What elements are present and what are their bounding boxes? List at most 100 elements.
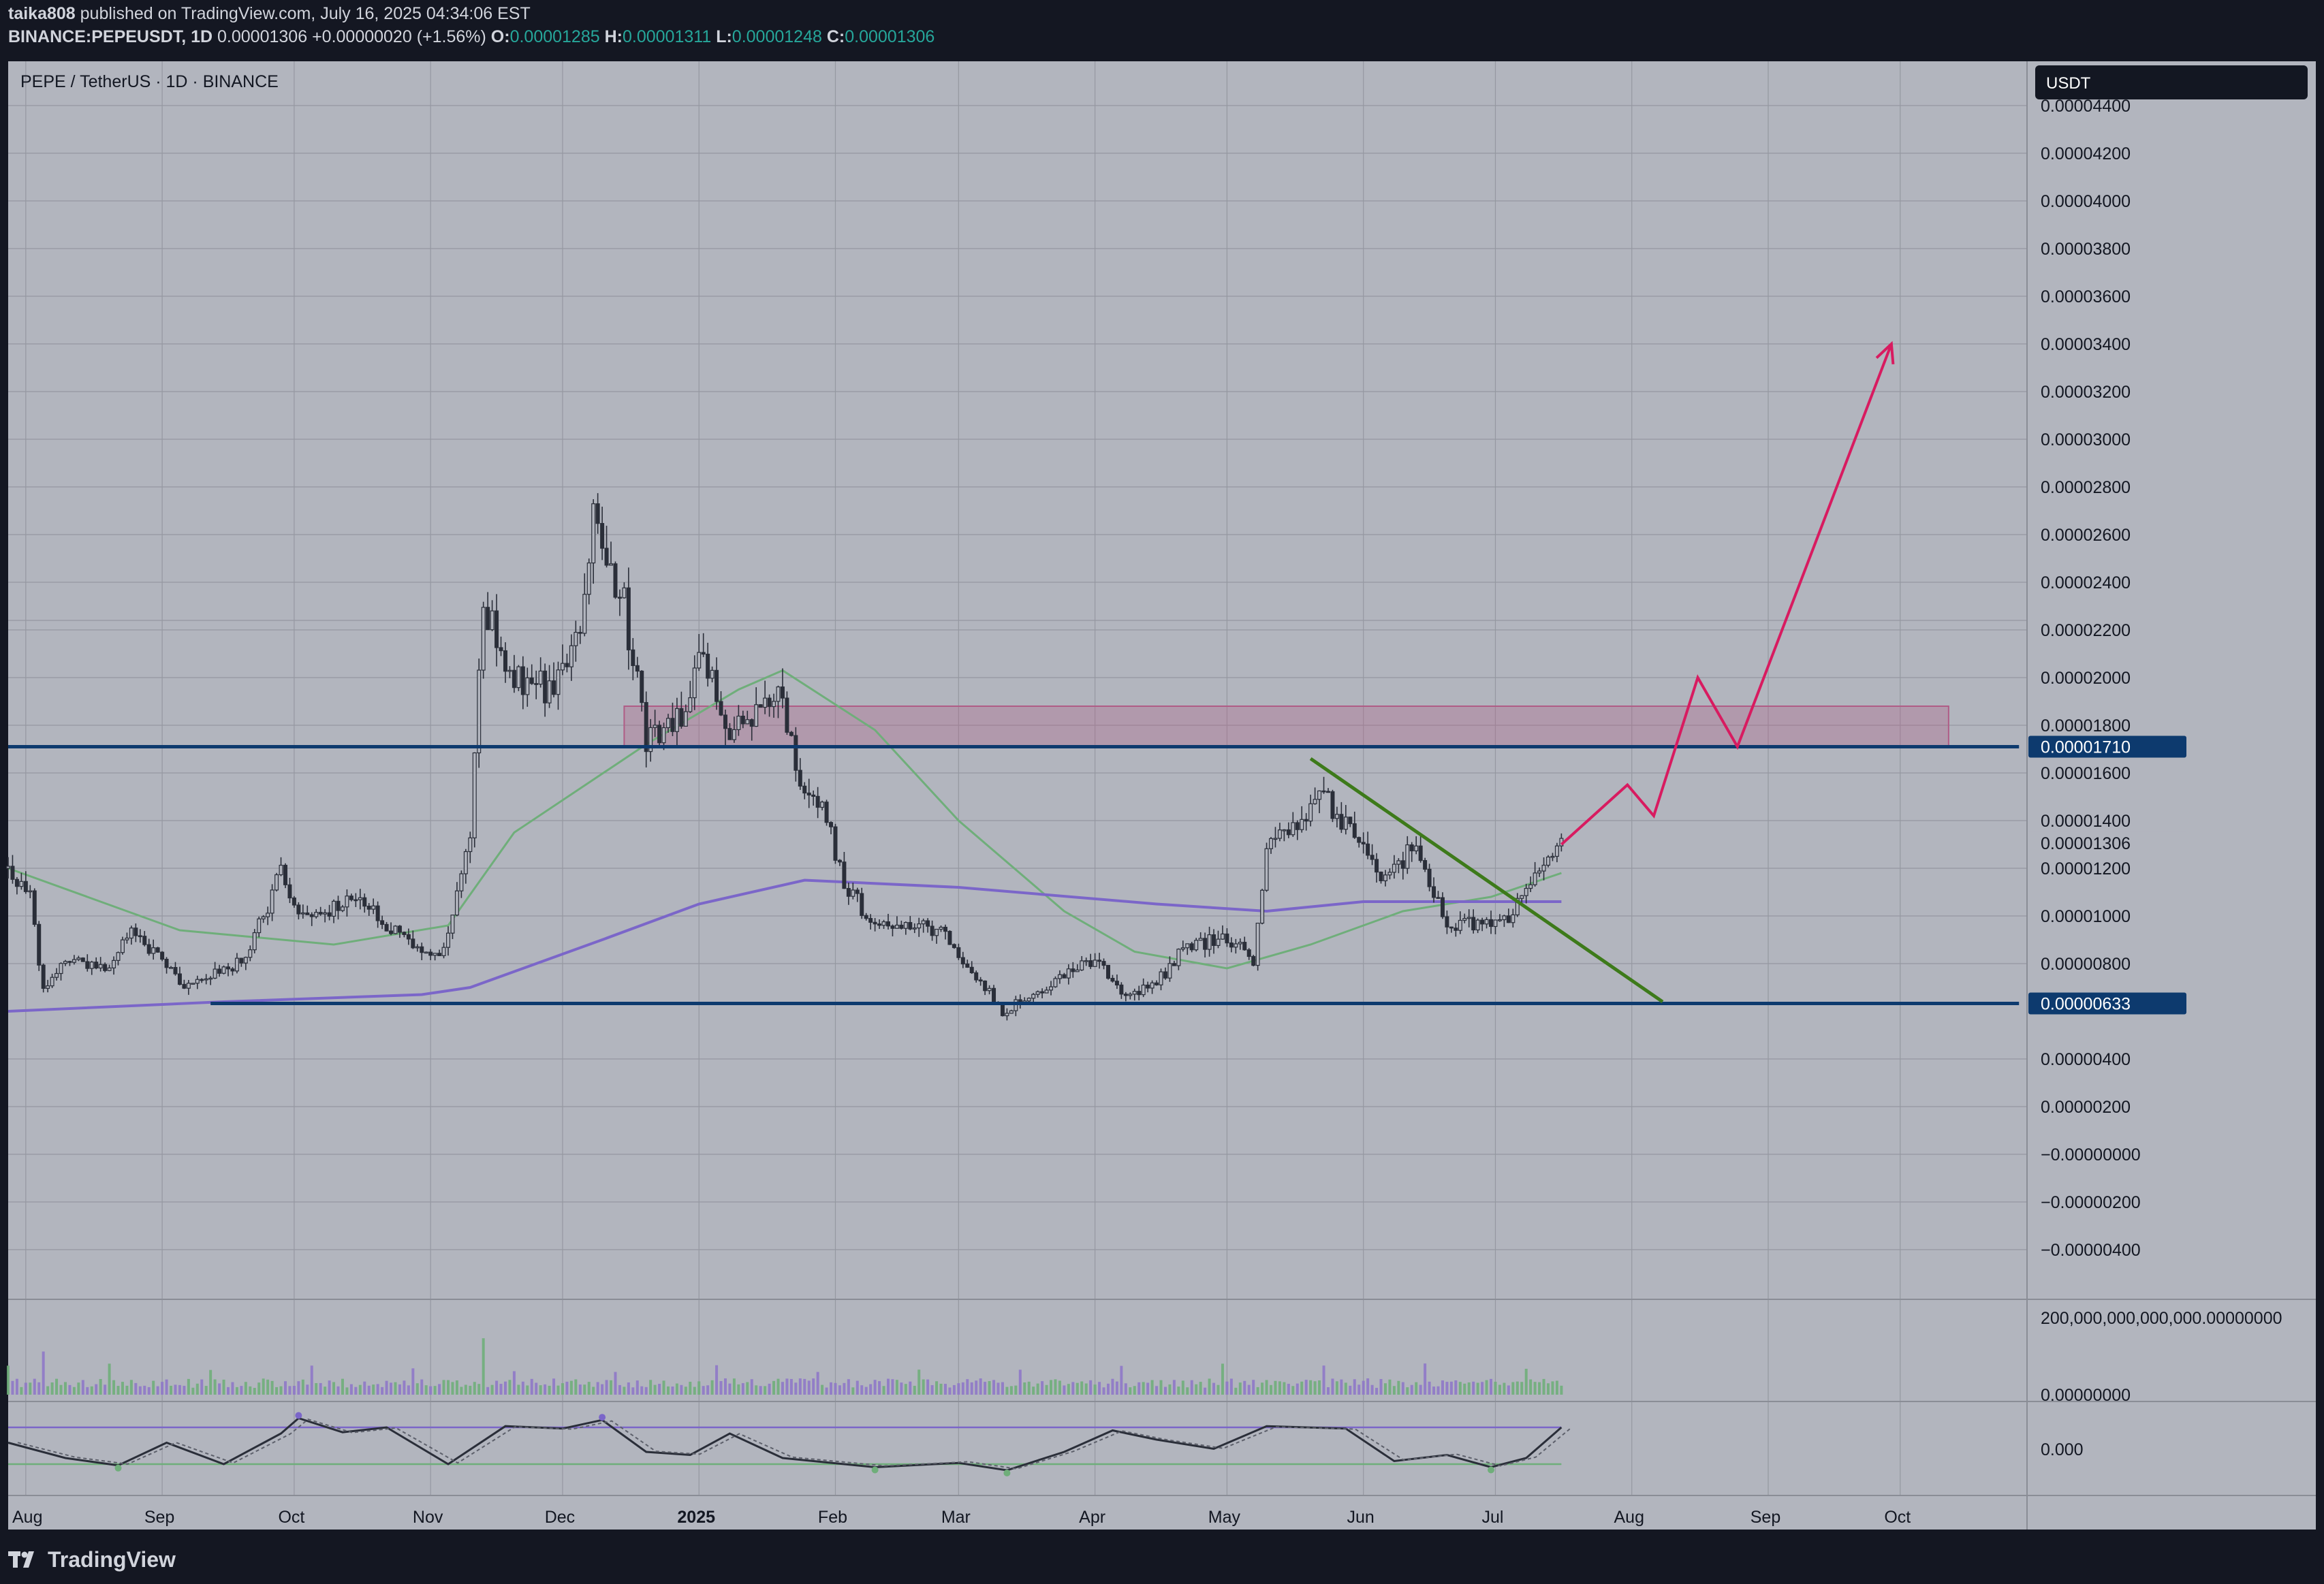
volume-bar [1186,1387,1189,1395]
volume-bar [1243,1380,1246,1395]
candle-body [644,701,648,753]
candle-body [257,918,262,934]
volume-bar [1542,1378,1545,1395]
candle-body [1550,855,1555,858]
resistance-zone [623,706,1949,748]
volume-bar [812,1378,815,1395]
candle-body [54,972,59,978]
volume-bar [191,1387,195,1395]
time-tick-label: Aug [1614,1508,1644,1527]
candle-body [987,987,992,992]
volume-bar [640,1386,644,1395]
volume-bar [279,1386,283,1395]
candle-body [59,963,63,975]
candle-body [191,983,195,985]
volume-bar [1331,1378,1334,1395]
currency-badge[interactable] [2035,65,2308,99]
candle-body [1155,982,1159,985]
volume-bar [1375,1387,1379,1395]
resistance-zone-layer [623,706,1949,748]
candle-body [873,921,877,925]
volume-bar [451,1382,454,1395]
candle-body [1348,817,1353,825]
close-value: 0.00001306 [845,27,935,46]
candle-body [1295,822,1300,830]
candle-body [829,822,834,827]
volume-bar [860,1385,864,1395]
volume-bar [1102,1387,1105,1395]
volume-bar [1560,1385,1563,1395]
candle-body [811,794,816,797]
volume-bar [442,1380,445,1395]
candle-body [1541,864,1546,872]
volume-bar [1529,1379,1533,1395]
chart-area[interactable]: 0.00004400 0.00004200 0.00004000 0.00003800… [0,59,2324,1535]
volume-bar [1494,1381,1497,1395]
candle-body [1246,949,1251,957]
downtrend-line [1309,757,1664,1004]
candle-body [6,866,11,869]
oscillator-signal-line [17,1418,1572,1470]
volume-bar [1133,1386,1136,1395]
volume-bar [240,1386,243,1395]
volume-bar [1009,1386,1013,1395]
candle-body [142,936,147,945]
candle-body [72,959,76,963]
volume-bar [750,1379,753,1395]
candle-body [512,669,516,688]
volume-bar [358,1384,362,1395]
author-name[interactable]: taika808 [8,4,76,23]
time-axis[interactable]: Aug Sep Oct Nov Dec 2025 Feb Mar Apr May Jun Jul Aug… [12,1508,1911,1527]
candle-body [1379,871,1383,882]
candle-body [1343,817,1348,830]
volume-bar [1538,1382,1541,1395]
oscillator-overbought-dot [295,1412,302,1419]
volume-bar [161,1382,164,1395]
volume-bar [970,1382,973,1395]
volume-bar [1362,1380,1365,1395]
tradingview-logo[interactable]: TradingView [8,1545,176,1574]
volume-bar [1075,1382,1079,1395]
candle-body [499,647,503,652]
volume-bar [407,1385,410,1395]
volume-bar [930,1384,934,1395]
candle-body [67,961,72,963]
volume-bar [988,1381,991,1395]
volume-bar [618,1384,621,1395]
candle-body [463,851,468,874]
open-value: 0.00001285 [509,27,600,46]
candle-body [894,924,899,929]
volume-bar [825,1387,828,1395]
volume-bar [996,1382,1000,1395]
volume-bar [50,1382,54,1395]
candle-body [234,957,239,972]
volume-bar [398,1384,401,1395]
candle-body [164,958,169,968]
volume-bar [262,1378,265,1395]
time-tick-label: Sep [144,1508,174,1527]
candle-body [1071,968,1075,972]
candle-body [266,913,270,917]
candle-body [631,649,635,667]
candle-body [740,716,745,725]
volume-bar [684,1387,687,1395]
volume-bar [794,1382,798,1395]
candle-body [112,960,116,968]
volume-bar [204,1386,208,1395]
price-scale[interactable]: 0.00004400 0.00004200 0.00004000 0.00003800… [2028,97,2282,1459]
volume-bar [847,1379,850,1395]
volume-bar [904,1384,907,1395]
volume-scale-label: 0.00000000 [2041,1386,2131,1405]
volume-bar [1229,1378,1233,1395]
candle-body [76,957,81,960]
time-tick-label: Feb [818,1508,847,1527]
candle-body [640,670,644,703]
price-tag-label: 0.00000633 [2041,994,2131,1013]
volume-bar [7,1365,10,1395]
candle-body [1445,916,1449,928]
candle-body [1014,999,1018,1011]
volume-bar [1300,1381,1304,1395]
candle-body [868,918,873,923]
volume-bar [873,1380,877,1395]
candle-body [336,900,341,911]
